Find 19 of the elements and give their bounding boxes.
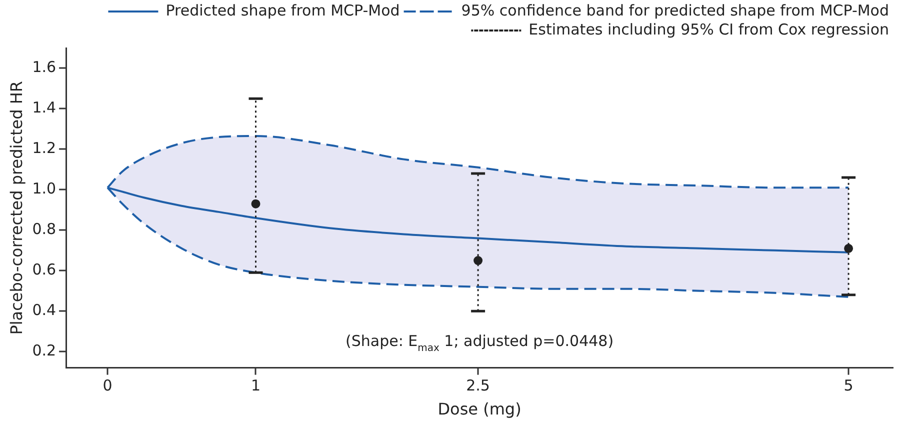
x-axis-title: Dose (mg) <box>438 400 522 419</box>
x-tick-label: 0 <box>102 376 112 395</box>
y-axis-title: Placebo-corrected predicted HR <box>6 81 26 335</box>
y-tick-label: 1.6 <box>32 58 56 76</box>
x-tick-label: 1 <box>250 376 261 395</box>
legend-label: Estimates including 95% CI from Cox regression <box>528 20 890 38</box>
x-tick-label: 2.5 <box>466 376 490 395</box>
y-tick-label: 1.0 <box>32 180 56 198</box>
legend-label: 95% confidence band for predicted shape from MCP-Mod <box>461 1 890 20</box>
y-tick-label: 0.4 <box>32 301 56 320</box>
y-tick-label: 0.2 <box>32 342 56 360</box>
point <box>844 244 854 253</box>
legend-label: Predicted shape from MCP-Mod <box>166 1 400 20</box>
y-tick-label: 0.8 <box>32 220 56 238</box>
x-tick-label: 5 <box>844 376 854 395</box>
point <box>474 256 483 266</box>
y-tick-label: 1.4 <box>32 98 56 117</box>
y-tick-label: 0.6 <box>32 260 56 279</box>
y-tick-label: 1.2 <box>32 139 56 158</box>
